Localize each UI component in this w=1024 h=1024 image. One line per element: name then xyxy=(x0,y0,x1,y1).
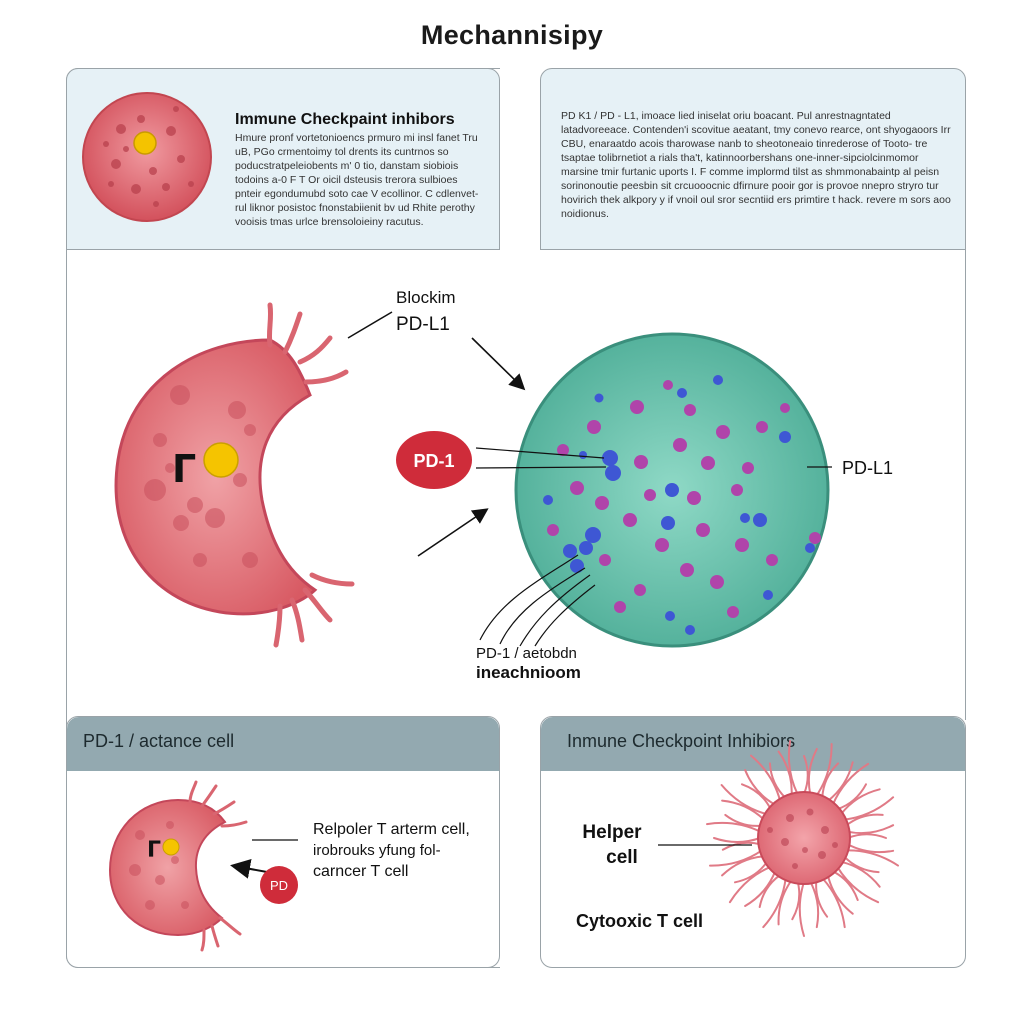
bottom-left-panel: PD-1 / actance cell xyxy=(66,716,500,968)
mechanism-label: PD-1 / aetobdn xyxy=(476,645,577,662)
mechanism-leader-lines xyxy=(479,554,596,647)
top-left-info-card: Immune Checkpaint inhibors Hmure pronf v… xyxy=(66,68,500,250)
blocking-arrow xyxy=(471,337,526,391)
blocking-label: Blockim xyxy=(396,288,456,307)
bottom-right-band: Inmune Checkpoint Inhibiors xyxy=(541,717,965,771)
tumor-cell-illustration xyxy=(82,92,212,222)
blocking-pdl1-label: PD-L1 xyxy=(396,314,450,335)
top-left-card-heading: Immune Checkpaint inhibors xyxy=(235,111,455,128)
bottom-right-band-title: Inmune Checkpoint Inhibiors xyxy=(567,731,796,751)
top-left-card-body: Hmure pronf vortetonioencs prmuro mi ins… xyxy=(235,132,479,228)
pd1-connector-1 xyxy=(475,447,605,459)
t-cell-nucleus-marker xyxy=(203,442,239,478)
mechanism-label-line2: ineachnioom xyxy=(476,663,581,682)
page-title: Mechannisipy xyxy=(420,20,604,50)
blocking-leader-line xyxy=(347,311,393,339)
top-right-card-body: PD K1 / PD - L1, imoace lied iniselat or… xyxy=(561,110,951,220)
bottom-left-band: PD-1 / actance cell xyxy=(67,717,499,771)
top-right-info-card: PD K1 / PD - L1, imoace lied iniselat or… xyxy=(540,68,966,250)
pd1-badge-label: PD-1 xyxy=(413,451,454,471)
pdl1-label: PD-L1 xyxy=(842,458,893,478)
t-cell-large xyxy=(114,302,355,648)
tumor-cell xyxy=(514,332,830,648)
pd1-arrow xyxy=(417,508,489,557)
pd1-badge xyxy=(396,431,472,489)
bottom-left-band-title: PD-1 / actance cell xyxy=(83,731,235,751)
t-cell-marker-glyph: Γ xyxy=(172,447,196,491)
bottom-right-panel: Inmune Checkpoint Inhibiors xyxy=(540,716,966,968)
pd1-connector-2 xyxy=(475,466,607,469)
